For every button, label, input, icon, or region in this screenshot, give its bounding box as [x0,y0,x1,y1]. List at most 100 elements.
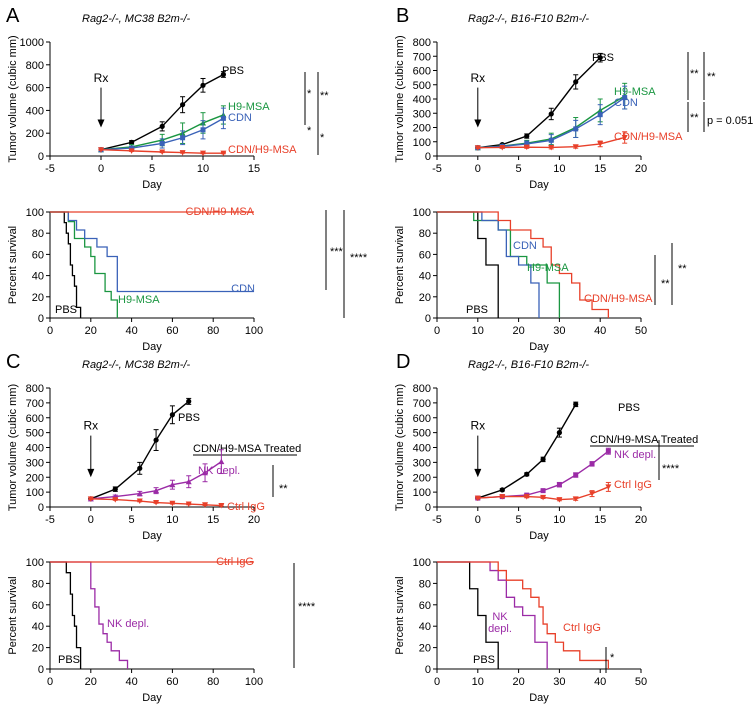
x-tick-label: 0 [98,163,104,175]
chart-B-surv: 0 20 40 60 80 100 0 10 20 30 40 50 Day Percent surviv… [394,207,687,353]
x-tick-label: 50 [635,676,647,688]
survival-curve [437,211,610,318]
data-point [573,472,579,478]
series-label: PBS [473,654,495,666]
x-tick-label: 100 [245,325,263,337]
data-point [621,134,628,141]
y-axis-label: Tumor volume (cubic mm) [7,384,19,511]
y-tick-label: 400 [413,443,431,455]
series-label: NK depl. [107,618,149,630]
y-tick-label: 300 [413,108,431,120]
series-pbs [437,211,499,318]
data-point [573,126,579,132]
y-tick-label: 800 [26,383,44,395]
y-tick-label: 80 [419,228,431,240]
significance-label: * [320,132,325,144]
series-line [477,404,577,499]
series-label: PBS [178,412,200,424]
x-tick-label: 10 [166,514,178,526]
data-point [129,139,135,145]
treated-label: CDN/H9-MSA Treated [590,434,698,446]
data-point [605,484,612,490]
series-label: NK depl. [614,449,656,461]
y-tick-label: 0 [425,502,431,514]
series-label: CDN/H9-MSA [228,144,297,156]
series-label: H9-MSA [118,294,160,306]
data-point [112,486,118,492]
y-tick-label: 60 [419,249,431,261]
data-point [524,471,530,477]
y-tick-label: 0 [425,664,431,676]
series-line [90,400,190,500]
series-label: H9-MSA [228,101,270,113]
series-label: H9-MSA [614,86,656,98]
data-point [153,437,159,443]
series-line [90,461,222,500]
series-line [477,57,601,149]
y-tick-label: 500 [26,428,44,440]
x-tick-label: -5 [432,514,442,526]
y-tick-label: 200 [413,123,431,135]
series-cdn [437,211,540,318]
data-point [202,502,209,508]
data-point [572,496,579,502]
data-point [169,481,176,488]
rx-label: Rx [470,419,485,433]
y-tick-label: 800 [413,37,431,49]
y-tick-label: 100 [413,137,431,149]
x-tick-label: 50 [635,325,647,337]
series-line [90,498,222,507]
data-point [523,144,530,151]
data-point [179,150,186,156]
survival-curve [437,211,499,318]
data-point [98,147,104,153]
chart-title: Rag2-/-, B16-F10 B2m-/- [468,359,589,371]
data-point [548,137,554,143]
series-label: CDN [231,283,255,295]
data-point [573,79,579,85]
series-pbs [50,561,82,669]
significance-label: * [610,652,615,664]
series-pbs [50,211,82,318]
y-tick-label: 60 [32,249,44,261]
series-cdn-h9-msa [474,131,628,151]
x-tick-label: 10 [472,676,484,688]
x-tick-label: 20 [512,325,524,337]
y-tick-label: 200 [26,128,44,140]
y-tick-label: 100 [26,487,44,499]
y-tick-label: 40 [419,271,431,283]
x-tick-label: 10 [553,163,565,175]
x-tick-label: 20 [85,676,97,688]
series-label: CDN [614,97,638,109]
data-point [220,71,226,78]
survival-curve [50,561,129,669]
data-point [200,150,206,157]
significance-label: **** [350,252,368,264]
data-point [499,144,506,151]
series-pbs [88,397,192,502]
significance-label: p = 0.051 [707,115,753,127]
significance-label: * [307,125,312,137]
significance-label: ** [690,68,699,80]
data-point [573,401,579,407]
x-tick-label: 20 [635,514,647,526]
chart-title: Rag2-/-, MC38 B2m-/- [82,359,191,371]
data-point [159,149,166,156]
x-tick-label: 20 [512,676,524,688]
data-point [556,430,563,436]
data-point [202,469,209,476]
x-tick-label: 5 [516,163,522,175]
rx-arrow-head [474,119,482,128]
y-tick-label: 0 [425,151,431,163]
survival-curve [437,561,548,669]
series-label: PBS [592,52,614,64]
series-ctrl-igg [437,561,610,669]
y-tick-label: 700 [413,51,431,63]
y-tick-label: 700 [413,398,431,410]
y-tick-label: 0 [38,502,44,514]
series-ctrl-igg [474,481,612,503]
data-point [136,498,143,505]
x-tick-label: 60 [166,325,178,337]
data-point [597,112,603,118]
